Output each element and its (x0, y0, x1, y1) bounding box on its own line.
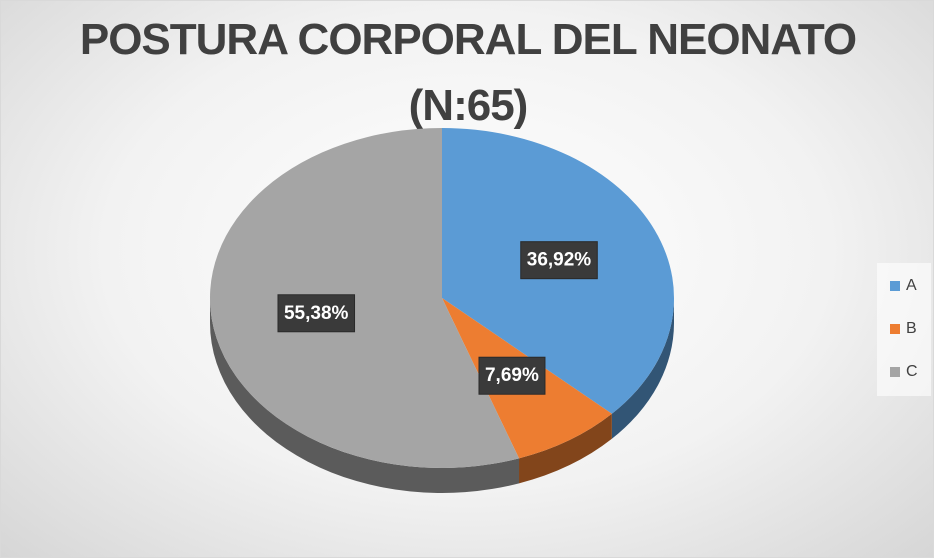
slice-side (611, 298, 674, 439)
data-label: 36,92% (527, 250, 592, 271)
slice-side (210, 298, 520, 493)
pie-slice (209, 128, 520, 469)
legend-label: C (906, 363, 918, 380)
slice-side (519, 413, 612, 484)
legend-label: B (906, 320, 917, 337)
legend-box (877, 263, 931, 396)
data-label: 7,69% (485, 365, 539, 386)
legend-swatch (890, 324, 900, 334)
data-label-box (520, 241, 598, 280)
data-label-box (478, 356, 546, 395)
legend-swatch (890, 367, 900, 377)
legend-label: A (906, 277, 917, 294)
chart-title: POSTURA CORPORAL DEL NEONATO (N:65) (79, 15, 857, 130)
data-label-box (277, 294, 356, 333)
legend-swatch (890, 281, 900, 291)
data-label: 55,38% (284, 303, 349, 324)
